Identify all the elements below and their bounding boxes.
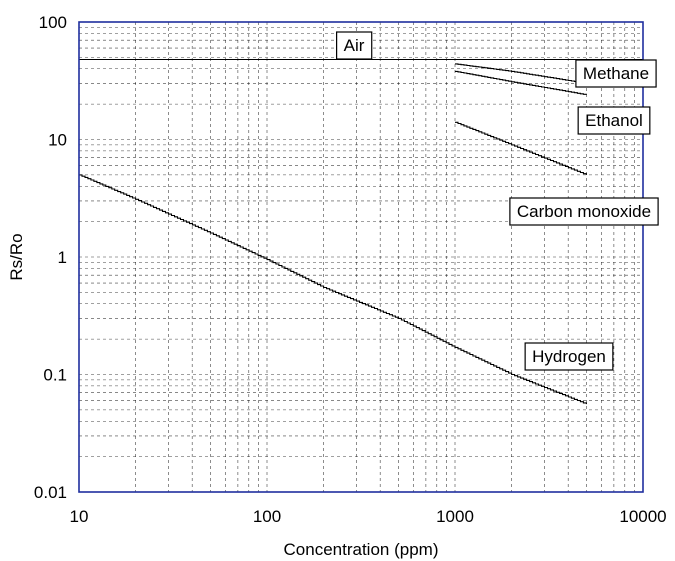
annotation-box — [509, 197, 659, 226]
x-axis-label: Concentration (ppm) — [284, 540, 439, 559]
annotation-label: Hydrogen — [532, 347, 606, 366]
x-tick-label: 10 — [70, 507, 89, 526]
y-axis-label: Rs/Ro — [7, 233, 26, 280]
series-line-ethanol — [455, 70, 587, 95]
annotation-label: Methane — [583, 64, 649, 83]
annotation-box — [336, 31, 373, 60]
annotation-ethanol: Ethanol — [577, 106, 651, 135]
y-tick-label: 1 — [58, 248, 67, 267]
x-tick-label: 10000 — [619, 507, 666, 526]
annotation-air: Air — [336, 31, 373, 60]
annotation-label: Ethanol — [585, 111, 643, 130]
annotation-box — [577, 106, 651, 135]
grid — [79, 22, 643, 492]
plot-frame — [78, 21, 644, 493]
x-tick-label: 1000 — [436, 507, 474, 526]
y-tick-label: 0.01 — [34, 483, 67, 502]
y-tick-label: 10 — [48, 131, 67, 150]
series-line-hydrogen — [79, 174, 587, 405]
series-line-methane — [455, 63, 587, 84]
x-tick-label: 100 — [253, 507, 281, 526]
annotation-methane: Methane — [575, 59, 657, 88]
annotation-hydrogen: Hydrogen — [524, 342, 614, 371]
y-tick-label: 0.1 — [43, 366, 67, 385]
annotation-label: Air — [344, 36, 365, 55]
annotations: Air Methane Ethanol Carbon monoxide Hydrogen — [336, 31, 659, 371]
annotation-box — [575, 59, 657, 88]
series-line-carbon-monoxide — [455, 121, 587, 175]
annotation-label: Carbon monoxide — [517, 202, 651, 221]
annotation-box — [524, 342, 614, 371]
tick-labels: 10 100 1000 10000 0.01 0.1 1 10 100 — [34, 13, 667, 526]
annotation-carbon-monoxide: Carbon monoxide — [509, 197, 659, 226]
y-tick-label: 100 — [39, 13, 67, 32]
